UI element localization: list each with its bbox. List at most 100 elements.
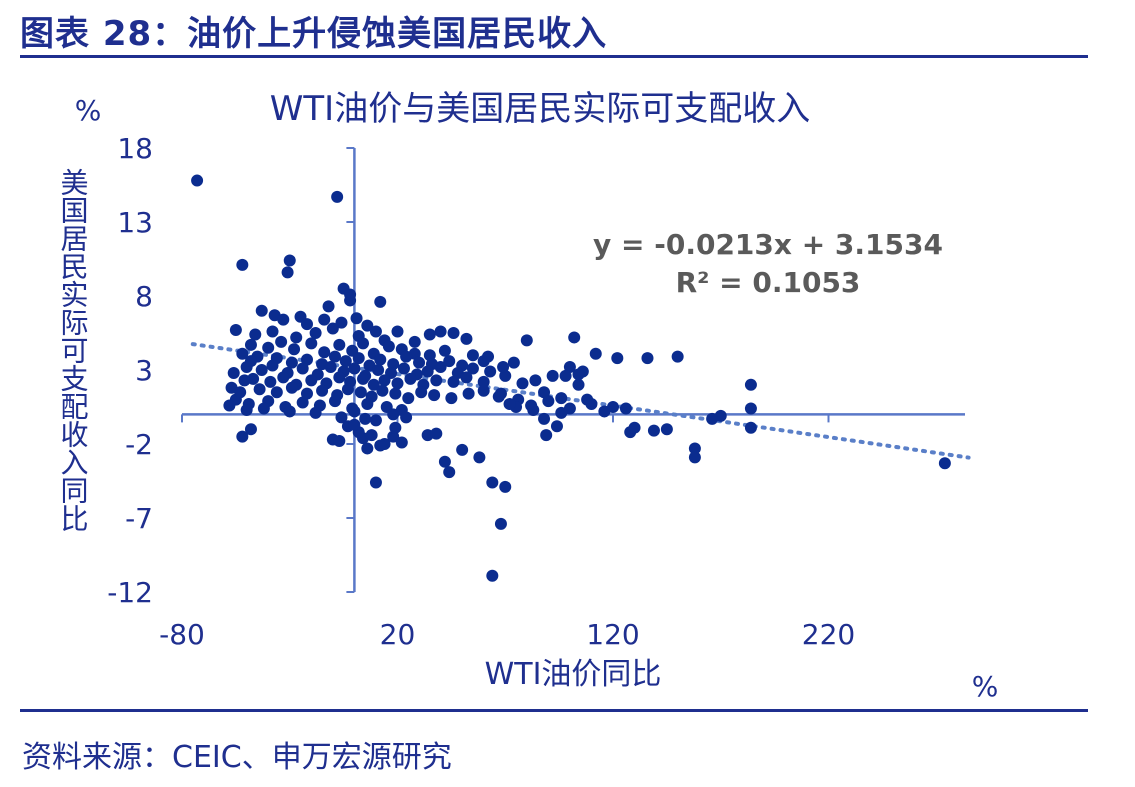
data-point <box>555 392 568 405</box>
data-point <box>244 423 257 436</box>
data-point <box>376 384 389 397</box>
data-point <box>445 392 458 405</box>
data-point <box>281 266 294 279</box>
data-point <box>322 300 335 313</box>
data-point <box>378 374 391 387</box>
data-point <box>277 313 290 326</box>
data-point <box>404 372 417 385</box>
data-point <box>428 389 441 402</box>
data-point <box>372 364 385 376</box>
data-point <box>938 457 951 470</box>
data-point <box>305 337 318 350</box>
data-point <box>236 430 249 443</box>
data-point <box>290 331 303 344</box>
data-point <box>507 356 520 369</box>
data-point <box>369 414 382 427</box>
data-point <box>348 418 361 431</box>
data-point <box>285 356 298 369</box>
data-point <box>389 421 402 434</box>
data-point <box>257 402 270 415</box>
data-point <box>527 403 540 416</box>
data-point <box>361 398 374 411</box>
trend-equation: y = -0.0213x + 3.1534 <box>593 228 943 261</box>
y-tick-label: 3 <box>135 354 153 387</box>
data-point <box>255 364 268 376</box>
data-point <box>529 374 542 387</box>
y-tick-label: 18 <box>117 132 153 165</box>
data-point <box>482 350 495 363</box>
data-point <box>344 288 357 301</box>
data-point <box>434 361 447 374</box>
data-point <box>466 362 479 375</box>
x-tick-label: 120 <box>586 618 639 651</box>
top-rule <box>20 55 1088 58</box>
data-point <box>477 384 490 397</box>
data-point <box>413 356 426 369</box>
data-point <box>486 569 499 582</box>
data-point <box>550 420 563 433</box>
chart-title: WTI油价与美国居民实际可支配收入 <box>270 89 810 129</box>
data-point <box>447 375 460 388</box>
data-point <box>365 429 378 442</box>
x-tick-label: -80 <box>159 618 205 651</box>
data-point <box>357 337 370 350</box>
data-point <box>288 343 301 356</box>
data-point <box>262 341 275 354</box>
data-point <box>374 353 387 366</box>
data-point <box>540 429 553 442</box>
data-point <box>348 362 361 375</box>
data-point <box>283 405 296 418</box>
data-point <box>266 325 279 338</box>
data-point <box>423 328 436 341</box>
data-point <box>462 387 475 400</box>
data-point <box>329 350 342 363</box>
data-point <box>499 480 512 493</box>
data-point <box>744 402 757 415</box>
data-point <box>329 395 342 408</box>
data-point <box>240 403 253 416</box>
y-tick-label: -7 <box>125 502 153 535</box>
data-point <box>318 346 331 359</box>
data-point <box>477 375 490 388</box>
data-point <box>460 332 473 345</box>
data-point <box>434 325 447 338</box>
bottom-rule <box>20 709 1088 712</box>
data-point <box>382 340 395 353</box>
y-tick-label: 13 <box>117 206 153 239</box>
data-point <box>568 331 581 344</box>
data-point <box>542 395 555 408</box>
data-point <box>309 406 322 419</box>
data-point <box>397 362 410 375</box>
data-point <box>473 451 486 464</box>
data-point <box>324 361 337 374</box>
data-point <box>438 455 451 468</box>
data-point <box>236 258 249 271</box>
data-point <box>277 371 290 384</box>
data-point <box>538 412 551 425</box>
data-point <box>227 366 240 379</box>
data-point <box>402 392 415 405</box>
data-point <box>300 387 313 400</box>
data-point <box>607 401 619 413</box>
data-point <box>223 399 236 412</box>
data-point <box>296 362 309 375</box>
data-point <box>430 374 443 387</box>
data-point <box>641 352 654 365</box>
data-point <box>572 368 585 381</box>
data-point <box>374 439 387 452</box>
data-point <box>352 352 365 365</box>
data-point <box>339 355 352 368</box>
data-point <box>688 442 701 455</box>
data-point <box>744 421 757 434</box>
data-point <box>555 406 568 419</box>
data-point <box>335 316 348 329</box>
data-point <box>359 412 372 425</box>
data-point <box>309 327 322 339</box>
source-note: 资料来源：CEIC、申万宏源研究 <box>22 740 452 775</box>
data-point <box>229 324 242 337</box>
data-point <box>611 352 624 365</box>
data-point <box>331 190 344 203</box>
data-point <box>408 335 421 348</box>
data-point <box>236 347 249 360</box>
y-axis-label: 美国居民实际可支配收入同比 <box>57 168 90 532</box>
